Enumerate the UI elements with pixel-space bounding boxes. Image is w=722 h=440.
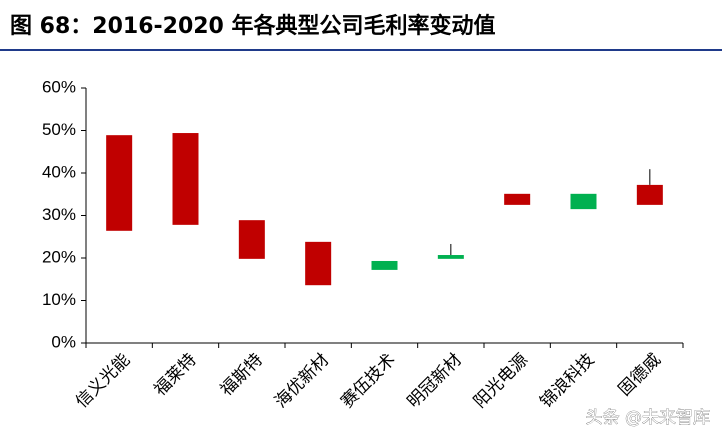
y-tick-label: 10% — [42, 290, 76, 309]
x-tick-label: 锦浪科技 — [536, 350, 598, 412]
y-tick-label: 40% — [42, 162, 76, 181]
y-tick-label: 60% — [42, 77, 76, 96]
box — [437, 255, 464, 259]
y-tick-label: 0% — [51, 332, 76, 351]
y-tick-label: 20% — [42, 247, 76, 266]
box — [172, 133, 199, 225]
x-tick-label: 海优新材 — [271, 350, 333, 412]
watermark: 头条 @未来智库 — [586, 408, 710, 428]
y-tick-label: 50% — [42, 120, 76, 139]
x-tick-label: 阳光电源 — [470, 350, 532, 412]
box — [106, 135, 133, 231]
box — [238, 220, 265, 259]
chart-title: 图 68：2016-2020 年各典型公司毛利率变动值 — [10, 13, 496, 39]
box — [371, 260, 398, 270]
box — [570, 193, 597, 210]
x-tick-label: 福莱特 — [150, 350, 200, 400]
x-tick-label: 信义光能 — [72, 350, 134, 412]
box — [636, 184, 663, 205]
y-tick-label: 30% — [42, 205, 76, 224]
x-tick-label: 福斯特 — [217, 350, 267, 400]
x-tick-label: 明冠新材 — [404, 350, 466, 412]
x-tick-label: 固德威 — [615, 350, 665, 400]
x-tick-label: 赛伍技术 — [337, 349, 400, 412]
box — [504, 193, 531, 205]
box — [305, 241, 332, 286]
